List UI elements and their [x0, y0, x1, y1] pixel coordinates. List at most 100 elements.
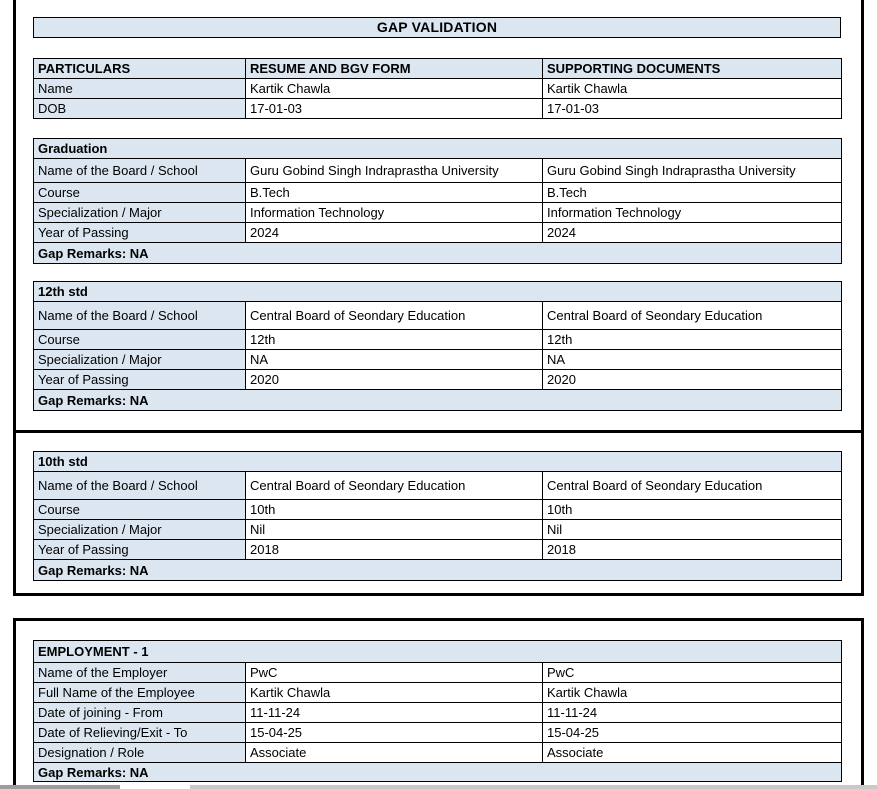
table-row: Name Kartik Chawla Kartik Chawla — [33, 78, 842, 99]
gap-remarks-row: Gap Remarks: NA — [32, 559, 843, 581]
supporting-value: NA — [541, 349, 843, 370]
resume-value: 2018 — [245, 539, 543, 560]
bottom-edge-strip-dark — [0, 785, 120, 789]
resume-value: Nil — [245, 519, 543, 540]
supporting-value: Information Technology — [541, 202, 843, 223]
gap-remarks: Gap Remarks: NA — [32, 762, 843, 782]
table-row: Name of the Board / School Guru Gobind S… — [33, 158, 843, 183]
row-label: Specialization / Major — [33, 202, 246, 223]
table-row: Designation / Role Associate Associate — [33, 742, 843, 763]
table-row: Course B.Tech B.Tech — [33, 182, 843, 203]
resume-value: Kartik Chawla — [245, 78, 543, 99]
page-frame-top — [13, 0, 864, 430]
section-heading-row: 10th std — [32, 451, 843, 472]
section-heading: Graduation — [32, 138, 843, 159]
resume-value: PwC — [245, 662, 543, 683]
resume-value: 15-04-25 — [245, 722, 543, 743]
gap-remarks-row: Gap Remarks: NA — [32, 242, 843, 264]
supporting-value: 2020 — [541, 369, 843, 390]
table-row: DOB 17-01-03 17-01-03 — [33, 98, 842, 119]
supporting-value: 11-11-24 — [541, 702, 843, 723]
resume-value: 11-11-24 — [245, 702, 543, 723]
table-row: Name of the Board / School Central Board… — [33, 301, 843, 330]
table-row: Year of Passing 2024 2024 — [33, 222, 843, 243]
row-label: Course — [33, 499, 246, 520]
resume-value: B.Tech — [245, 182, 543, 203]
employment-table: EMPLOYMENT - 1 Name of the Employer PwC … — [32, 640, 843, 782]
row-label: Name of the Board / School — [33, 158, 246, 183]
table-12th-std: 12th std Name of the Board / School Cent… — [32, 281, 843, 411]
gap-remarks: Gap Remarks: NA — [32, 242, 843, 264]
supporting-value: B.Tech — [541, 182, 843, 203]
table-10th-std: 10th std Name of the Board / School Cent… — [32, 451, 843, 581]
resume-value: Kartik Chawla — [245, 682, 543, 703]
supporting-value: 15-04-25 — [541, 722, 843, 743]
row-label: Year of Passing — [33, 539, 246, 560]
gap-remarks-row: Gap Remarks: NA — [32, 389, 843, 411]
table-row: Year of Passing 2018 2018 — [33, 539, 843, 560]
bottom-edge-strip-light — [190, 785, 877, 789]
supporting-value: Associate — [541, 742, 843, 763]
row-label: Date of joining - From — [33, 702, 246, 723]
resume-value: Guru Gobind Singh Indraprastha Universit… — [245, 158, 543, 183]
resume-value: NA — [245, 349, 543, 370]
row-label: Name of the Board / School — [33, 471, 246, 500]
supporting-value: 17-01-03 — [542, 98, 842, 119]
gap-remarks: Gap Remarks: NA — [32, 389, 843, 411]
row-label: Name of the Employer — [33, 662, 246, 683]
graduation-table: Graduation Name of the Board / School Gu… — [32, 138, 843, 264]
table-row: Date of Relieving/Exit - To 15-04-25 15-… — [33, 722, 843, 743]
table-row: Course 12th 12th — [33, 329, 843, 350]
supporting-value: 10th — [541, 499, 843, 520]
resume-value: Central Board of Seondary Education — [245, 301, 543, 330]
resume-value: 10th — [245, 499, 543, 520]
table-row: Specialization / Major Information Techn… — [33, 202, 843, 223]
row-label: Specialization / Major — [33, 349, 246, 370]
page-frame-middle — [13, 430, 864, 596]
resume-value: 17-01-03 — [245, 98, 543, 119]
table-row: Name of the Board / School Central Board… — [33, 471, 843, 500]
supporting-value: Central Board of Seondary Education — [541, 301, 843, 330]
section-heading: EMPLOYMENT - 1 — [32, 640, 843, 663]
row-label: Course — [33, 329, 246, 350]
section-heading-row: 12th std — [32, 281, 843, 302]
section-heading-row: Graduation — [32, 138, 843, 159]
section-heading-row: EMPLOYMENT - 1 — [32, 640, 843, 663]
supporting-value: Kartik Chawla — [541, 682, 843, 703]
row-label: Year of Passing — [33, 369, 246, 390]
gap-remarks-row: Gap Remarks: NA — [32, 762, 843, 782]
supporting-value: Central Board of Seondary Education — [541, 471, 843, 500]
resume-value: 12th — [245, 329, 543, 350]
row-label: Date of Relieving/Exit - To — [33, 722, 246, 743]
table-header-row: PARTICULARS RESUME AND BGV FORM SUPPORTI… — [33, 58, 842, 79]
row-label: Designation / Role — [33, 742, 246, 763]
table-row: Specialization / Major Nil Nil — [33, 519, 843, 540]
gap-remarks: Gap Remarks: NA — [32, 559, 843, 581]
resume-value: Central Board of Seondary Education — [245, 471, 543, 500]
resume-value: Associate — [245, 742, 543, 763]
row-label: Year of Passing — [33, 222, 246, 243]
supporting-value: 2018 — [541, 539, 843, 560]
identity-table: PARTICULARS RESUME AND BGV FORM SUPPORTI… — [33, 58, 842, 119]
supporting-value: 2024 — [541, 222, 843, 243]
supporting-value: PwC — [541, 662, 843, 683]
table-row: Date of joining - From 11-11-24 11-11-24 — [33, 702, 843, 723]
row-label: Full Name of the Employee — [33, 682, 246, 703]
resume-value: Information Technology — [245, 202, 543, 223]
section-heading: 12th std — [32, 281, 843, 302]
column-header-resume: RESUME AND BGV FORM — [245, 58, 543, 79]
row-label: Name of the Board / School — [33, 301, 246, 330]
supporting-value: 12th — [541, 329, 843, 350]
page-title: GAP VALIDATION — [33, 17, 841, 38]
row-label: Course — [33, 182, 246, 203]
supporting-value: Kartik Chawla — [542, 78, 842, 99]
supporting-value: Nil — [541, 519, 843, 540]
resume-value: 2024 — [245, 222, 543, 243]
column-header-particulars: PARTICULARS — [33, 58, 246, 79]
page-frame-bottom — [13, 618, 864, 789]
column-header-supporting: SUPPORTING DOCUMENTS — [542, 58, 842, 79]
table-row: Course 10th 10th — [33, 499, 843, 520]
supporting-value: Guru Gobind Singh Indraprastha Universit… — [541, 158, 843, 183]
row-label: Name — [33, 78, 246, 99]
